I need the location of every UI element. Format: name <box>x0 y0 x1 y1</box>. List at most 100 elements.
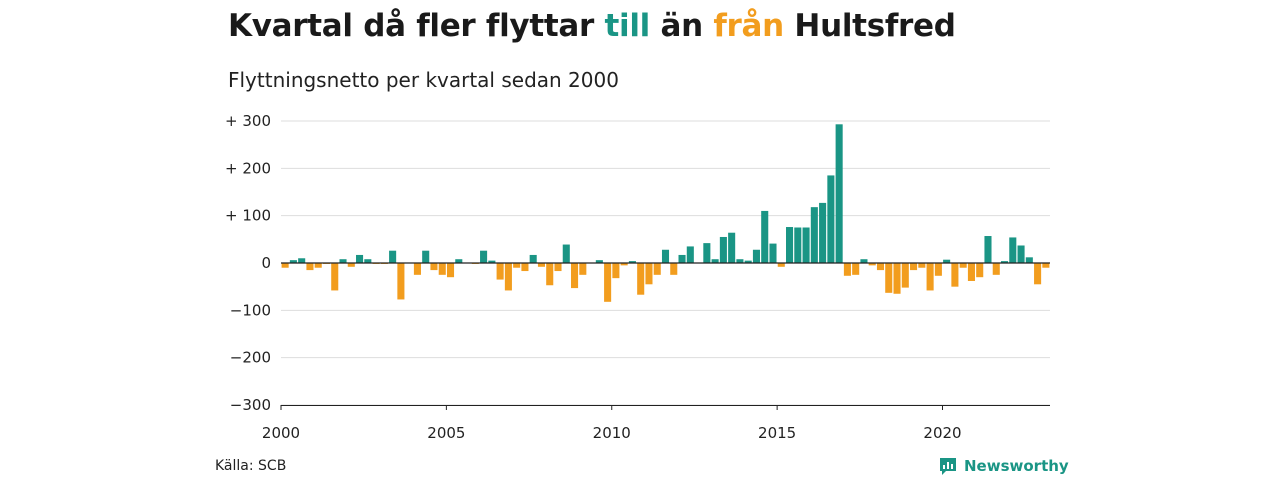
bar <box>306 263 314 271</box>
bar <box>389 250 397 263</box>
bar <box>364 259 372 263</box>
bar <box>1025 257 1033 263</box>
bar <box>595 260 603 263</box>
chart-title: Kvartal då fler flyttar till än från Hul… <box>228 8 956 44</box>
bar <box>777 263 785 267</box>
bar <box>678 254 686 263</box>
bar <box>571 263 579 289</box>
bar <box>976 263 984 278</box>
x-tick-label: 2000 <box>262 424 300 442</box>
bar <box>728 232 736 263</box>
bar <box>289 260 297 263</box>
bar <box>446 263 455 278</box>
bar <box>513 263 521 268</box>
bar <box>686 246 694 263</box>
bar <box>910 263 918 271</box>
bar <box>934 263 942 276</box>
y-tick-label: −300 <box>230 396 271 414</box>
bar <box>653 263 661 275</box>
bar <box>827 175 835 263</box>
bar <box>926 263 934 291</box>
bar <box>480 250 488 263</box>
bar <box>918 263 926 268</box>
bar <box>1009 237 1017 263</box>
bar <box>579 263 587 275</box>
bar <box>802 227 810 263</box>
brand: Newsworthy <box>938 456 1069 476</box>
bar <box>951 263 959 287</box>
chart-subtitle: Flyttningsnetto per kvartal sedan 2000 <box>228 68 619 92</box>
y-tick-label: + 100 <box>225 207 271 225</box>
bar <box>984 236 992 263</box>
bar <box>868 263 876 266</box>
bar <box>819 202 827 263</box>
bar <box>1000 261 1009 263</box>
bar <box>885 263 893 293</box>
bar <box>852 263 860 275</box>
bar <box>761 210 769 263</box>
bar <box>860 259 868 263</box>
newsworthy-logo-icon <box>940 458 956 475</box>
bar <box>711 259 719 263</box>
bar <box>298 258 306 263</box>
bar <box>661 249 670 263</box>
bar <box>612 263 620 279</box>
bar <box>413 263 421 275</box>
bar <box>397 263 405 300</box>
bar <box>893 263 901 294</box>
bar <box>339 259 347 263</box>
x-tick-label: 2005 <box>427 424 465 442</box>
bar <box>835 124 843 263</box>
bar <box>422 250 430 263</box>
bar <box>537 263 545 267</box>
bar <box>455 259 463 263</box>
bar <box>628 261 636 263</box>
bar <box>281 263 289 268</box>
bar <box>736 259 744 263</box>
y-tick-label: + 200 <box>225 159 271 177</box>
bar <box>521 263 529 272</box>
bar <box>943 259 951 263</box>
bar <box>959 263 967 268</box>
title-text-1: Kvartal då fler flyttar <box>228 8 605 44</box>
bar <box>744 260 752 263</box>
bar <box>529 254 537 263</box>
bar <box>786 227 794 263</box>
bar <box>488 260 496 263</box>
bar <box>670 263 678 275</box>
y-tick-label: 0 <box>261 254 271 272</box>
bar <box>794 227 802 263</box>
bar <box>876 263 885 271</box>
y-tick-label: −100 <box>230 301 271 319</box>
bar <box>438 263 446 275</box>
bar <box>1042 263 1050 268</box>
title-till-highlight: till <box>604 8 650 44</box>
y-tick-label: −200 <box>230 349 271 367</box>
bar <box>637 263 645 295</box>
title-fran-highlight: från <box>713 8 784 44</box>
bar <box>496 263 504 280</box>
bar <box>901 263 909 288</box>
brand-name: Newsworthy <box>964 457 1069 475</box>
x-tick-label: 2020 <box>923 424 961 442</box>
bar <box>620 263 628 266</box>
bar <box>769 243 777 263</box>
bar <box>1034 263 1042 285</box>
bar <box>1017 245 1025 263</box>
bar <box>331 263 339 291</box>
x-tick-label: 2015 <box>758 424 796 442</box>
bar <box>604 263 612 302</box>
bar <box>546 263 554 286</box>
bar <box>645 263 653 285</box>
bar <box>504 263 512 291</box>
x-tick-label: 2010 <box>593 424 631 442</box>
bar <box>992 263 1000 275</box>
bar <box>719 236 727 263</box>
bar <box>356 254 364 263</box>
bar <box>314 263 322 268</box>
bar <box>810 207 818 263</box>
y-tick-label: + 300 <box>225 112 271 130</box>
bar <box>752 249 760 263</box>
title-text-2: än <box>649 8 714 44</box>
